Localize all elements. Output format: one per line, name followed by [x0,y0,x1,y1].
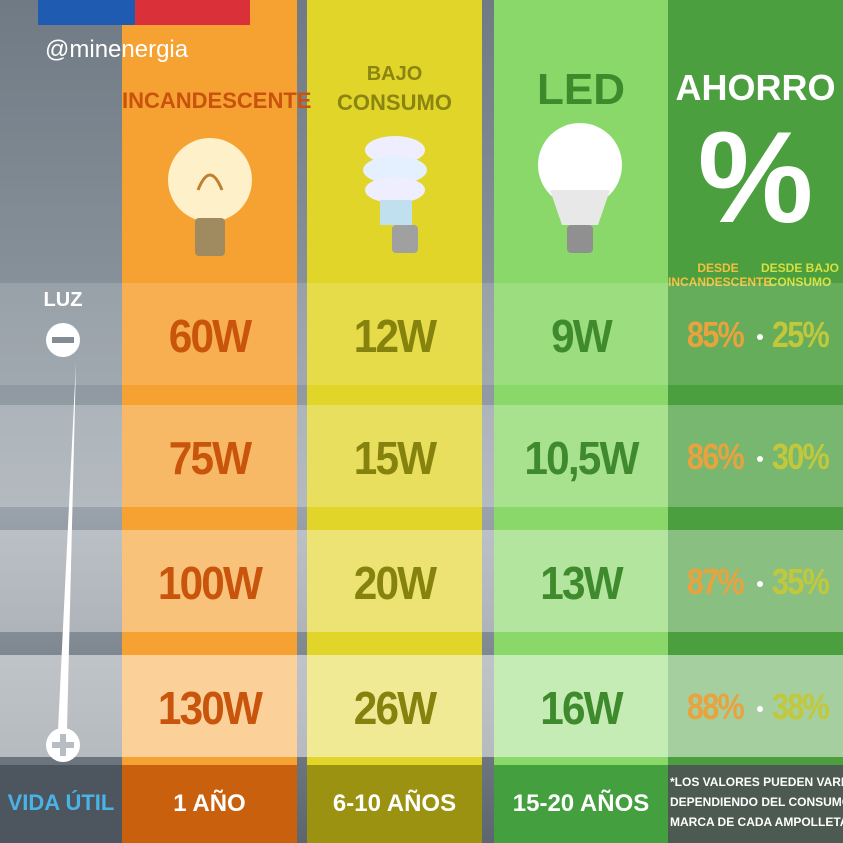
lifespan-cell [122,765,297,843]
flag-blue [38,0,135,25]
minus-sign [52,337,74,343]
handle: @minenergia [45,36,189,63]
flag-red [135,0,250,25]
wattage: 13W [540,557,623,609]
saving-from-incandescent: 87% [686,561,745,602]
saving-from-low-energy: 35% [771,561,830,602]
wattage: 10,5W [524,432,639,484]
saving-from-low-energy: 25% [771,314,830,355]
row-band [0,530,843,632]
note: DEPENDIENDO DEL CONSUMO/ [670,795,843,809]
column-title: BAJO [366,63,423,85]
side-label: LUZ [43,289,83,311]
row-band [0,405,843,507]
subheading: CONSUMO [768,275,832,289]
lifespan-cell [0,765,122,843]
column-title: AHORRO [675,67,836,108]
subheading: DESDE [697,261,739,275]
saving-from-low-energy: 30% [771,436,830,477]
note: *LOS VALORES PUEDEN VARIAR [670,775,843,789]
cfl-bulb [363,136,427,253]
row-band [0,655,843,757]
lifespan-label: VIDA ÚTIL [7,790,115,815]
lifespan: 1 AÑO [173,790,246,817]
separator-dot [757,706,763,712]
subheading: DESDE BAJO [760,261,840,275]
led-bulb [538,123,622,253]
lifespan-cell [307,765,482,843]
note: MARCA DE CADA AMPOLLETA [670,815,843,829]
light-wedge [58,362,76,730]
wattage: 75W [168,432,252,484]
row-band [0,283,843,385]
wattage: 12W [353,310,437,362]
wattage: 20W [353,557,437,609]
wattage: 100W [157,557,263,609]
column-title: LED [537,65,625,114]
lifespan: 15-20 AÑOS [512,790,650,817]
wattage: 26W [353,682,437,734]
column-title: INCANDESCENTE [122,88,312,113]
note-cell [668,765,843,843]
lifespan: 6-10 AÑOS [332,790,457,817]
percent-symbol: % [697,104,814,250]
separator-dot [757,334,763,340]
saving-from-incandescent: 88% [686,686,745,727]
saving-from-incandescent: 86% [686,436,745,477]
wattage: 60W [168,310,252,362]
lifespan-cell [494,765,668,843]
wattage: 9W [551,310,613,362]
separator-dot [757,581,763,587]
incandescent-bulb [168,138,252,256]
saving-from-low-energy: 38% [771,686,830,727]
wattage: 130W [157,682,263,734]
column-title: CONSUMO [337,90,452,115]
separator-dot [757,456,763,462]
subheading: INCANDESCENTE [668,275,772,289]
saving-from-incandescent: 85% [686,314,745,355]
wattage: 16W [540,682,623,734]
wattage: 15W [353,432,437,484]
